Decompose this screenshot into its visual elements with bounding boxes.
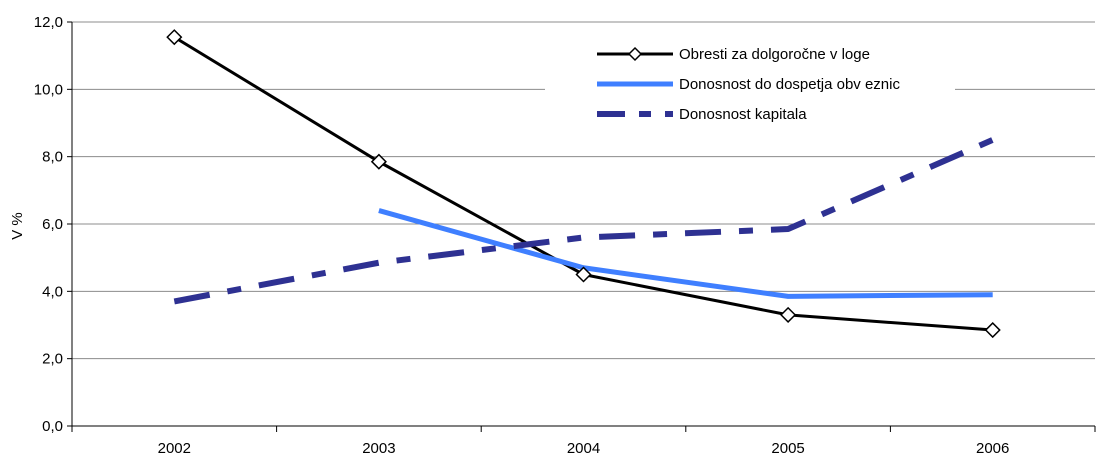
x-tick-label: 2003 xyxy=(362,440,395,457)
x-tick-label: 2005 xyxy=(771,440,804,457)
y-tick-label: 4,0 xyxy=(42,283,63,300)
legend-label-1: Obresti za dolgoročne v loge xyxy=(679,46,870,63)
legend-label-3: Donosnost kapitala xyxy=(679,106,807,123)
legend-marker xyxy=(627,46,643,62)
data-point-marker xyxy=(984,321,1001,339)
y-tick-label: 2,0 xyxy=(42,351,63,368)
data-point-marker xyxy=(575,266,592,283)
y-tick-label: 6,0 xyxy=(42,216,63,233)
x-tick-label: 2002 xyxy=(158,440,191,457)
y-tick-label: 12,0 xyxy=(34,14,63,31)
legend-box xyxy=(545,38,955,148)
x-tick-label: 2004 xyxy=(567,440,600,457)
series-line-3 xyxy=(173,137,994,305)
y-tick-label: 0,0 xyxy=(42,418,63,435)
series xyxy=(166,29,1001,339)
y-tick-label: 8,0 xyxy=(42,149,63,166)
legend-label-2: Donosnost do dospetja obv eznic xyxy=(679,76,900,93)
y-tick-label: 10,0 xyxy=(34,81,63,98)
data-point-marker xyxy=(370,153,387,170)
axes: 0,0 2,0 4,0 6,0 8,0 10,0 12,0 2002 2003 2004 2005 2… xyxy=(34,14,1096,457)
series-line-2 xyxy=(378,208,993,299)
legend: Obresti za dolgoročne v loge Donosnost do… xyxy=(545,38,955,148)
x-tick-label: 2006 xyxy=(976,440,1009,457)
y-axis-title: V % xyxy=(9,212,26,240)
data-point-marker xyxy=(166,29,183,46)
data-point-marker xyxy=(780,306,797,323)
